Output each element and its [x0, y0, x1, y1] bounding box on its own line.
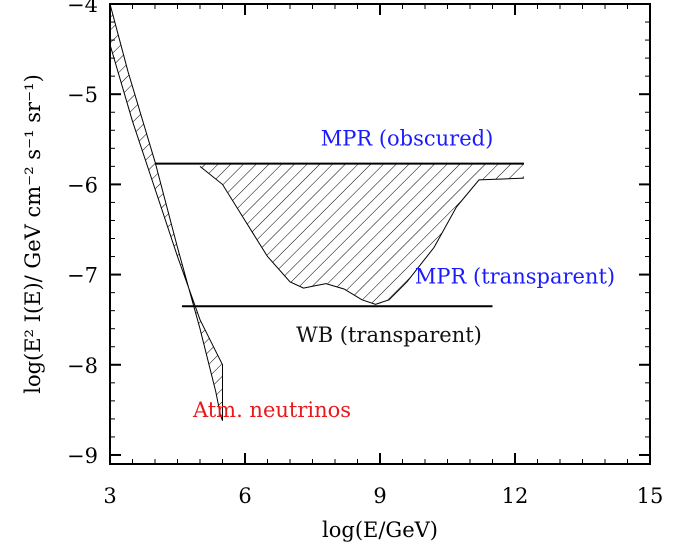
- mpr-transparent-band: [200, 163, 524, 305]
- annotations-layer: MPR (obscured) MPR (transparent) WB (trans…: [192, 127, 615, 422]
- x-tick-label: 6: [238, 484, 251, 508]
- ticks-layer: [109, 3, 651, 464]
- wb-transparent-label: WB (transparent): [296, 323, 482, 347]
- atm-neutrinos-label: Atm. neutrinos: [192, 398, 351, 422]
- lines-layer: [155, 162, 525, 308]
- bands-layer: [109, 3, 524, 421]
- y-tick-label: −8: [67, 354, 98, 378]
- atm-neutrinos-band: [109, 3, 223, 421]
- y-tick-label: −6: [67, 173, 98, 197]
- y-axis-title: log(E² I(E)/ GeV cm⁻² s⁻¹ sr⁻¹): [21, 74, 45, 394]
- x-tick-label: 12: [502, 484, 529, 508]
- y-tick-label: −4: [67, 0, 98, 17]
- y-tick-label: −5: [67, 83, 98, 107]
- x-axis-title: log(E/GeV): [322, 518, 438, 542]
- mpr-transparent-label: MPR (transparent): [415, 265, 615, 289]
- x-tick-label: 3: [103, 484, 116, 508]
- x-tick-label: 9: [373, 484, 386, 508]
- x-tick-label: 15: [637, 484, 664, 508]
- tick-labels-layer: 3 6 9 12 15 −4 −5 −6 −7 −8 −9: [67, 0, 663, 508]
- mpr-obscured-label: MPR (obscured): [321, 127, 494, 151]
- y-tick-label: −7: [67, 264, 98, 288]
- mpr-transparent-curve: [199, 166, 525, 305]
- y-tick-label: −9: [67, 444, 98, 468]
